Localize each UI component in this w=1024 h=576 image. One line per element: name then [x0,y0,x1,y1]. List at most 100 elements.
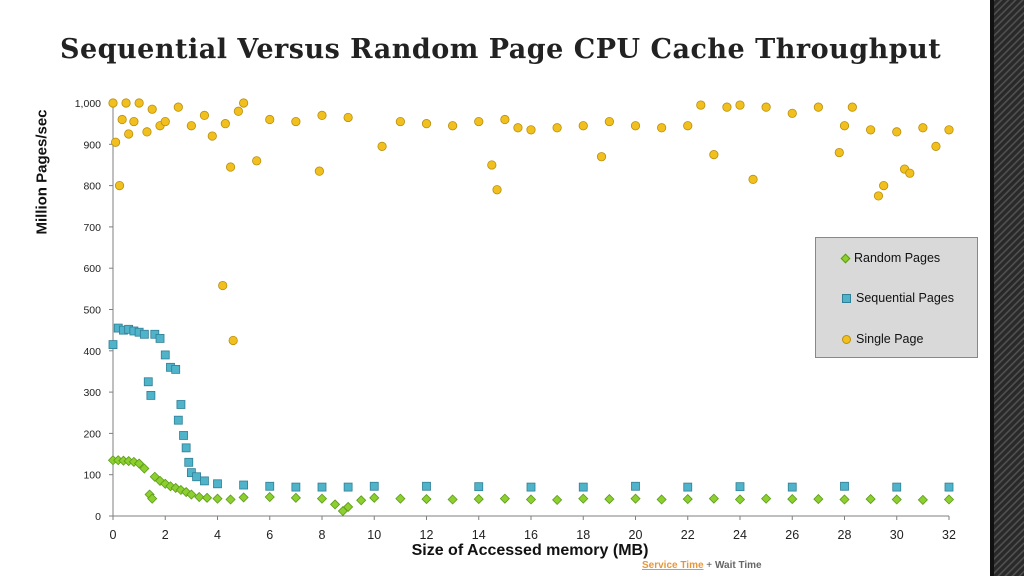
random-page-point [369,492,380,503]
decorative-side-strip [990,0,1024,576]
y-tick-label: 600 [83,263,101,275]
single-page-point [513,123,523,133]
random-page-point [787,494,798,505]
y-tick-label: 0 [95,511,101,523]
random-page-point [447,494,458,505]
legend-item-sequential: Sequential Pages [842,291,954,305]
single-page-point [492,185,502,195]
x-tick-label: 4 [214,528,221,542]
sequential-page-point [683,482,693,492]
single-page-point [879,181,889,191]
random-page-point [225,494,236,505]
legend-item-random: Random Pages [840,251,940,265]
legend: Random Pages Sequential Pages Single Pag… [815,237,978,358]
sequential-page-point [192,472,202,482]
single-page-point [129,116,139,127]
single-page-point [111,137,121,147]
random-page-point [839,494,850,505]
sequential-page-point [213,479,222,489]
single-page-point [839,121,850,131]
random-page-point [552,494,563,505]
chart-marks [107,98,955,517]
single-page-point [173,102,183,112]
sequential-page-point [317,482,327,492]
single-page-point [474,116,484,127]
single-page-point [108,98,118,108]
single-page-point [448,121,458,131]
random-page-point [734,494,746,505]
x-tick-label: 20 [629,528,643,542]
circle-marker-icon [842,334,851,344]
sequential-page-point [735,482,745,492]
single-page-point [735,100,745,110]
random-page-point [290,492,301,503]
single-page-point [873,191,884,201]
sequential-page-point [840,481,849,491]
single-page-point [787,108,797,118]
y-tick-label: 400 [83,346,101,358]
random-page-point [943,494,955,505]
random-page-point [630,493,641,504]
sequential-page-point [143,377,153,387]
sequential-page-point [179,431,188,440]
x-tick-label: 16 [524,528,538,542]
x-tick-label: 0 [110,528,117,542]
y-tick-label: 900 [83,139,101,151]
single-page-point [252,156,262,166]
series-circle [108,98,954,346]
x-tick-label: 30 [890,528,904,542]
legend-label-sequential: Sequential Pages [856,291,954,305]
single-page-point [228,335,238,346]
x-tick-label: 14 [472,528,486,542]
single-page-point [291,116,301,127]
single-page-point [395,116,405,127]
sequential-page-point [291,482,301,492]
single-page-point [314,166,324,176]
single-page-point [233,106,243,116]
chart-ticks: 0 2 4 6 8 10 12 14 16 18 20 22 24 26 28 30 3201002003004… [75,98,956,542]
random-page-point [194,491,205,503]
series-square [108,323,954,492]
sequential-page-point [176,400,186,409]
x-tick-label: 32 [942,528,956,542]
service-time-link[interactable]: Service Time [642,560,704,571]
single-page-point [186,121,196,131]
random-page-point [201,492,213,503]
sequential-page-point [944,482,954,492]
random-page-point [578,493,589,504]
sequential-page-point [200,476,209,486]
single-page-point [709,150,719,160]
single-page-point [114,181,125,191]
x-tick-label: 8 [319,528,326,542]
sequential-page-point [578,482,588,492]
single-page-point [696,100,706,110]
sequential-page-point [181,443,191,453]
single-page-point [220,119,230,129]
single-page-point [265,114,275,125]
sequential-page-point [184,457,194,467]
random-page-point [139,463,150,474]
single-page-point [239,98,249,108]
single-page-point [931,141,941,151]
random-page-point [604,494,615,505]
random-page-point [865,494,876,505]
x-tick-label: 22 [681,528,695,542]
single-page-point [596,152,607,162]
random-page-point [761,493,772,504]
random-page-point [186,489,197,500]
single-page-point [748,174,758,185]
page-title: Sequential Versus Random Page CPU Cache … [60,34,942,65]
random-page-point [356,495,367,506]
random-page-point [421,494,432,505]
y-tick-label: 100 [83,470,101,482]
single-page-point [761,102,771,112]
legend-label-single: Single Page [856,332,924,346]
random-page-point [329,499,341,510]
single-page-point [866,125,876,135]
single-page-point [834,147,844,158]
random-page-point [813,494,824,505]
single-page-point [604,116,614,127]
square-marker-icon [842,293,851,303]
single-page-point [199,110,210,120]
